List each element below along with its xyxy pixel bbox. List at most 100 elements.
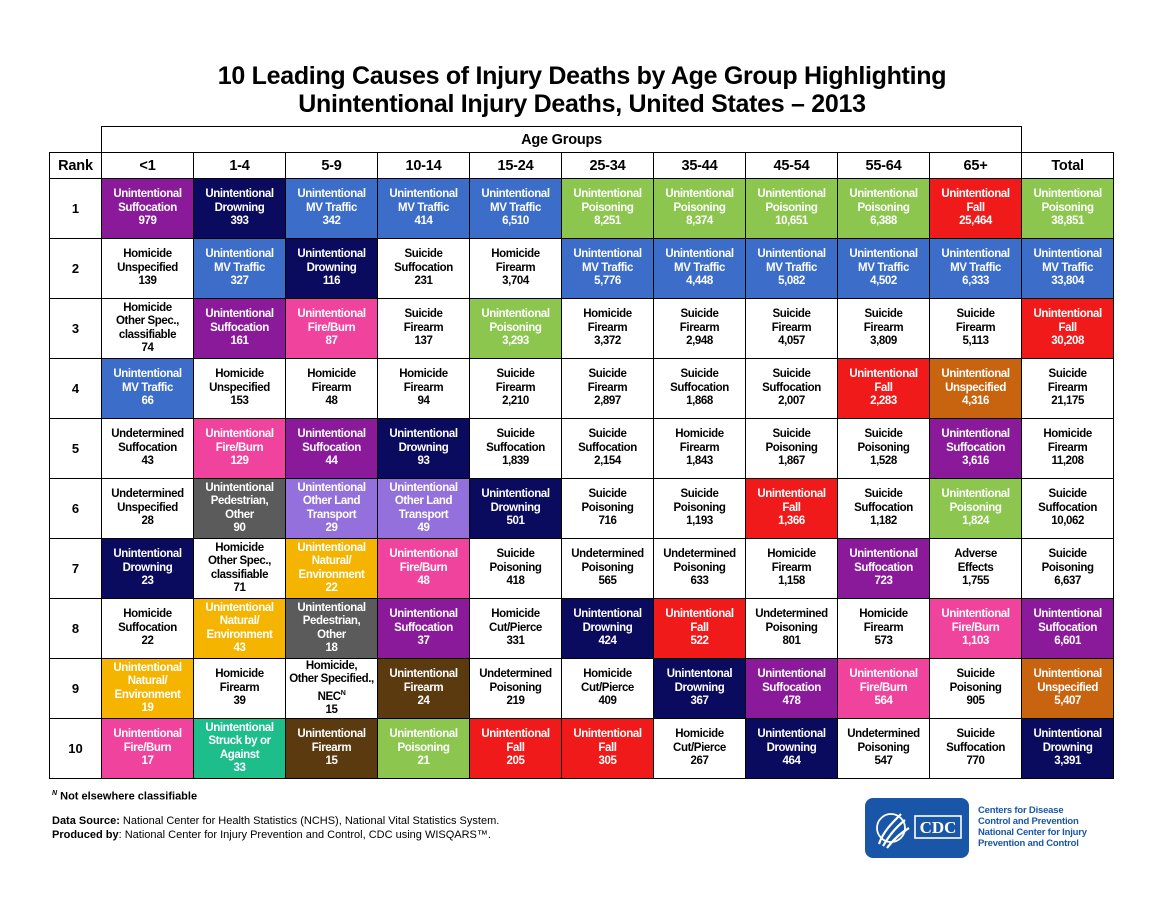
cell-text-line: Suicide: [839, 308, 929, 322]
cell-text: Homicide: [307, 368, 356, 381]
cell-text-line: Unintentional: [287, 428, 377, 442]
cell-text-line: 6,333: [931, 275, 1021, 289]
cell-text-line: Poisoning: [563, 562, 653, 576]
cell-text-line: Poisoning: [471, 681, 561, 696]
cell-text: 5,113: [962, 335, 989, 348]
cell-text: Fall: [598, 741, 617, 754]
cell-text: Homicide: [859, 608, 908, 621]
cell-text-line: 1,843: [655, 455, 745, 469]
cell-text-line: Unintentional: [195, 308, 285, 322]
cell-text-line: Unintentional: [471, 308, 561, 322]
cell-text-line: 137: [379, 335, 469, 349]
cell-text: MV Traffic: [490, 201, 541, 214]
cause-cell: Suicide Suffocation 1,182: [837, 478, 930, 539]
cell-text-line: Suicide: [747, 428, 837, 442]
cell-text-line: 801: [747, 635, 837, 649]
cell-text-line: MV Traffic: [839, 262, 929, 276]
column-header: <1: [101, 152, 194, 179]
cell-text: Poisoning: [673, 561, 726, 574]
cell-text: MV Traffic: [1042, 261, 1094, 274]
cell-text-line: 22: [287, 582, 377, 596]
cell-text: Suicide: [588, 368, 627, 381]
cell-text-line: Firearm: [655, 322, 745, 336]
rank-cell: 7: [49, 538, 102, 599]
cell-text: 38,851: [1051, 215, 1084, 228]
cell-text-line: 3,616: [931, 455, 1021, 469]
cell-text: 331: [506, 635, 525, 648]
cell-text-line: Unintentional: [655, 248, 745, 262]
cell-text-line: Unspecified: [931, 382, 1021, 396]
cell-text: Fire/Burn: [215, 441, 264, 454]
cell-text-line: 1,755: [931, 575, 1021, 589]
cell-text-line: Drowning: [655, 682, 745, 696]
cell-text-line: 327: [195, 275, 285, 289]
cause-cell: Suicide Poisoning 1,867: [745, 418, 838, 479]
cdc-line-4: Prevention and Control: [978, 838, 1079, 849]
cause-cell: Unintentional Drowning 3,391: [1021, 718, 1115, 779]
cell-text: Unintentional: [1033, 248, 1102, 261]
cell-text-line: Suicide: [471, 548, 561, 562]
cell-text: Unintentional: [205, 248, 274, 261]
cell-text: 573: [874, 635, 893, 648]
cell-text-line: MV Traffic: [747, 262, 837, 276]
cell-text: Poisoning: [673, 201, 726, 214]
cell-text: Suffocation: [118, 441, 177, 454]
cell-text-line: Suffocation: [931, 442, 1021, 456]
produced-by-label: Produced by: [52, 829, 119, 841]
cell-text-line: MV Traffic: [471, 201, 561, 216]
cause-cell: Suicide Firearm 137: [377, 298, 470, 359]
cell-text-line: 48: [379, 575, 469, 589]
cell-text: 2,007: [778, 395, 805, 408]
cell-text-line: 3,391: [1023, 755, 1113, 769]
cause-cell: Homicide Firearm 11,208: [1021, 418, 1115, 479]
cell-text-line: 219: [471, 695, 561, 709]
cell-text-line: Unintentional: [379, 428, 469, 442]
cell-text-line: Suffocation: [655, 382, 745, 396]
cell-text: Unintentional: [573, 248, 642, 261]
cell-text-line: Suicide: [931, 728, 1021, 742]
cause-cell: Unintentional Fire/Burn 564: [837, 658, 930, 719]
cell-text: 37: [417, 635, 430, 648]
cell-text-line: 87: [287, 335, 377, 349]
cause-cell: Homicide Firearm 3,704: [469, 238, 562, 299]
cell-text: 716: [598, 515, 617, 528]
cell-text: Unintentional: [849, 548, 918, 561]
cause-cell: Unintentional Drowning 424: [561, 598, 654, 659]
cell-text: Unspecified: [209, 381, 270, 394]
cell-text: Poisoning: [489, 681, 542, 694]
cell-text: Poisoning: [1041, 201, 1094, 214]
cell-text-line: 44: [287, 455, 377, 469]
cell-text-line: Unintentional: [1023, 188, 1113, 202]
cell-text-line: 573: [839, 635, 929, 649]
cause-cell: Undetermined Poisoning 801: [745, 598, 838, 659]
cell-text-line: Poisoning: [1023, 562, 1113, 576]
cause-cell: Unintentional Fire/Burn 17: [101, 718, 194, 779]
cell-text-line: Firearm: [839, 322, 929, 336]
cause-cell: Suicide Firearm 2,897: [561, 358, 654, 419]
cell-text: Firearm: [863, 621, 904, 634]
cell-text: 367: [690, 695, 709, 708]
cell-text: 1,839: [502, 455, 529, 468]
cell-text: Suffocation: [118, 621, 177, 634]
cell-text: Poisoning: [949, 501, 1002, 514]
cell-text: Unintentional: [849, 668, 918, 681]
cell-text-line: 15: [287, 704, 377, 718]
cell-text-line: Unspecified: [1023, 682, 1113, 696]
cause-cell: Suicide Poisoning 418: [469, 538, 562, 599]
cell-text-line: classifiable: [195, 569, 285, 583]
cell-text-line: Unintentional: [287, 248, 377, 262]
cdc-name-block: Centers for Disease Control and Preventi…: [978, 805, 1087, 849]
cdc-line-1: Centers for Disease: [978, 805, 1064, 816]
cell-text: Firearm: [771, 561, 812, 574]
cell-text: Unspecified: [117, 261, 178, 274]
cell-text: 18: [325, 642, 338, 654]
title-line-2: Unintentional Injury Deaths, United Stat…: [298, 90, 866, 118]
cause-cell: Unintentional Pedestrian, Other 18: [285, 598, 378, 659]
cdc-box: [914, 815, 962, 839]
cell-text: Fall: [690, 621, 709, 634]
cell-text-line: Undetermined: [103, 488, 193, 502]
cell-text-line: 4,316: [931, 395, 1021, 409]
cell-text-line: 30,208: [1023, 335, 1113, 349]
cell-text-line: Unintentional: [287, 482, 377, 496]
cell-text-line: 43: [195, 642, 285, 656]
